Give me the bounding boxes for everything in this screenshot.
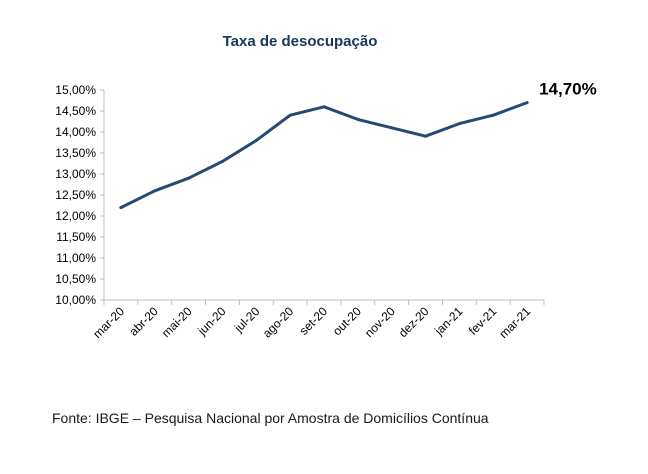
y-tick-label: 14,00% (55, 125, 96, 139)
x-tick-label: ago-20 (260, 304, 297, 341)
x-tick-label: out-20 (330, 304, 364, 338)
y-tick-label: 12,00% (55, 209, 96, 223)
x-tick-label: fev-21 (466, 304, 500, 338)
y-tick-label: 13,50% (55, 146, 96, 160)
x-tick-label: jun-20 (194, 304, 228, 338)
y-tick-label: 10,50% (55, 272, 96, 286)
data-point (220, 159, 224, 163)
data-point (491, 113, 495, 117)
data-point (457, 122, 461, 126)
data-point (153, 189, 157, 193)
data-point (254, 138, 258, 142)
data-point (187, 176, 191, 180)
source-note: Fonte: IBGE – Pesquisa Nacional por Amos… (52, 410, 489, 426)
x-tick-label: set-20 (297, 304, 331, 338)
x-tick-label: abr-20 (126, 304, 161, 339)
y-tick-label: 14,50% (55, 104, 96, 118)
data-labels: 14,70% (539, 80, 597, 99)
data-point (390, 126, 394, 130)
y-tick-label: 11,00% (56, 251, 96, 265)
end-value-label: 14,70% (539, 80, 597, 99)
y-tick-label: 15,00% (55, 83, 96, 97)
y-tick-label: 11,50% (56, 230, 96, 244)
series-group (119, 101, 529, 210)
data-point (288, 113, 292, 117)
data-point (322, 105, 326, 109)
y-axis: 10,00% 10,50% 11,00% 11,50% 12,00% 12,50% 13,0… (55, 83, 105, 307)
data-point (424, 134, 428, 138)
series-line (119, 101, 529, 210)
x-tick-label: mai-20 (159, 304, 195, 340)
y-tick-label: 13,00% (55, 167, 96, 181)
y-tick-label: 12,50% (55, 188, 96, 202)
y-tick-label: 10,00% (55, 293, 96, 307)
x-tick-label: jul-20 (231, 304, 263, 336)
data-point (119, 206, 123, 210)
x-tick-label: dez-20 (396, 304, 432, 340)
chart-title: Taxa de desocupação (222, 33, 378, 50)
x-tick-label: mar-20 (90, 304, 127, 341)
data-point (525, 101, 529, 105)
x-tick-label: mar-21 (496, 304, 533, 341)
x-tick-label: nov-20 (362, 304, 398, 340)
x-tick-label: jan-21 (431, 304, 465, 338)
data-point (356, 117, 360, 121)
